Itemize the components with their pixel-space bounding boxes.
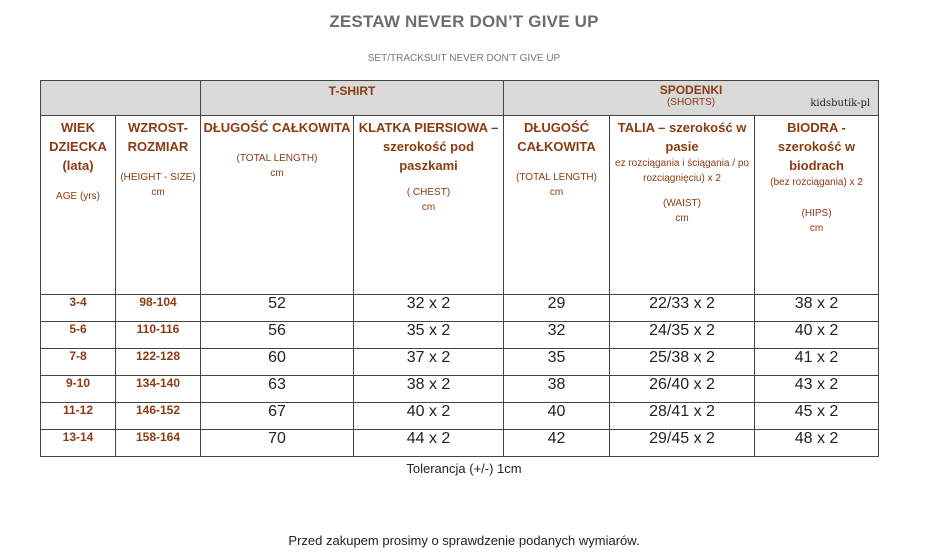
header-age-main: WIEK DZIECKA (lata) [49,120,107,173]
header-hips-cm: cm [809,223,824,234]
column-header-row: WIEK DZIECKA (lata) AGE (yrs) WZROST-ROZ… [40,115,880,295]
header-chest: KLATKA PIERSIOWA – szerokość pod paszkam… [352,115,505,295]
shorts-group-label: SPODENKI [659,83,723,97]
shorts-length-cell: 29 [503,294,611,322]
header-chest-main: KLATKA PIERSIOWA – szerokość pod paszkam… [358,120,499,173]
height-cell: 110-116 [115,321,201,349]
tshirt-group-label: T-SHIRT [328,84,376,98]
header-hips-detail: (bez rozciągania) x 2 [770,177,863,188]
height-cell: 98-104 [115,294,201,322]
header-age-en: AGE (yrs) [56,191,100,202]
waist-cell: 22/33 x 2 [609,294,756,322]
header-chest-cm: cm [421,202,436,213]
tshirt-length-cell: 67 [200,402,354,430]
header-shorts-length-cm: cm [549,187,564,198]
group-header-row: T-SHIRT SPODENKI (SHORTS) kidsbutik-pl [40,80,880,116]
group-header-shorts: SPODENKI (SHORTS) kidsbutik-pl [503,80,880,116]
chest-cell: 38 x 2 [352,375,505,403]
header-waist-en: (WAIST) [663,198,701,209]
header-shorts-length: DŁUGOŚĆ CAŁKOWITA (TOTAL LENGTH) cm [503,115,611,295]
header-shorts-length-en: (TOTAL LENGTH) [516,172,597,183]
table-row: 5-6 110-116 56 35 x 2 32 24/35 x 2 40 x 2 [40,321,880,349]
height-cell: 134-140 [115,375,201,403]
tshirt-length-cell: 56 [200,321,354,349]
group-header-tshirt: T-SHIRT [199,80,505,116]
header-waist: TALIA – szerokość w pasie ez rozciągania… [609,115,756,295]
header-height-en: (HEIGHT - SIZE) [120,172,196,183]
shorts-length-cell: 42 [503,429,611,457]
height-cell: 146-152 [115,402,201,430]
header-waist-cm: cm [675,213,689,224]
shorts-length-cell: 38 [503,375,611,403]
waist-cell: 29/45 x 2 [609,429,756,457]
age-cell: 7-8 [40,348,116,376]
table-row: 7-8 122-128 60 37 x 2 35 25/38 x 2 41 x 2 [40,348,880,376]
header-chest-en: ( CHEST) [406,187,451,198]
header-height-cm: cm [151,187,165,198]
header-height: WZROST-ROZMIAR (HEIGHT - SIZE) cm [115,115,201,295]
waist-cell: 28/41 x 2 [609,402,756,430]
header-hips-main: BIODRA - szerokość w biodrach [777,120,856,173]
chest-cell: 35 x 2 [352,321,505,349]
tolerance-note: Tolerancja (+/-) 1cm [406,461,522,476]
header-tshirt-length: DŁUGOŚĆ CAŁKOWITA (TOTAL LENGTH) cm [200,115,354,295]
size-table: T-SHIRT SPODENKI (SHORTS) kidsbutik-pl W… [40,80,880,457]
table-row: 9-10 134-140 63 38 x 2 38 26/40 x 2 43 x 2 [40,375,880,403]
tshirt-length-cell: 60 [200,348,354,376]
waist-cell: 25/38 x 2 [609,348,756,376]
waist-cell: 24/35 x 2 [609,321,756,349]
page-title: ZESTAW NEVER DON’T GIVE UP [329,12,599,31]
tshirt-length-cell: 70 [200,429,354,457]
table-row: 3-4 98-104 52 32 x 2 29 22/33 x 2 38 x 2 [40,294,880,322]
header-height-main: WZROST-ROZMIAR [127,120,189,154]
measurement-note: Przed zakupem prosimy o sprawdzenie poda… [288,533,640,548]
chest-cell: 44 x 2 [352,429,505,457]
header-tshirt-length-main: DŁUGOŚĆ CAŁKOWITA [203,120,351,135]
header-waist-main: TALIA – szerokość w pasie [617,120,747,154]
waist-cell: 26/40 x 2 [609,375,756,403]
shorts-length-cell: 40 [503,402,611,430]
age-cell: 11-12 [40,402,116,430]
group-header-empty [40,80,201,116]
table-row: 13-14 158-164 70 44 x 2 42 29/45 x 2 48 x 2 [40,429,880,457]
header-hips: BIODRA - szerokość w biodrach (bez rozci… [754,115,880,295]
hips-cell: 48 x 2 [754,429,880,457]
height-cell: 158-164 [115,429,201,457]
age-cell: 13-14 [40,429,116,457]
chest-cell: 40 x 2 [352,402,505,430]
shorts-length-cell: 35 [503,348,611,376]
table-row: 11-12 146-152 67 40 x 2 40 28/41 x 2 45 x 2 [40,402,880,430]
chest-cell: 37 x 2 [352,348,505,376]
chest-cell: 32 x 2 [352,294,505,322]
hips-cell: 43 x 2 [754,375,880,403]
header-waist-detail: ez rozciągania i ściągania / po rozciągn… [615,158,749,184]
hips-cell: 38 x 2 [754,294,880,322]
tshirt-length-cell: 63 [200,375,354,403]
height-cell: 122-128 [115,348,201,376]
brand-watermark: kidsbutik-pl [810,98,871,109]
header-shorts-length-main: DŁUGOŚĆ CAŁKOWITA [517,120,596,154]
size-rows: 3-4 98-104 52 32 x 2 29 22/33 x 2 38 x 2 5-6 110… [40,294,880,457]
page-subtitle: SET/TRACKSUIT NEVER DON’T GIVE UP [367,53,561,64]
header-tshirt-length-en: (TOTAL LENGTH) [236,153,318,164]
hips-cell: 40 x 2 [754,321,880,349]
age-cell: 9-10 [40,375,116,403]
header-hips-en: (HIPS) [801,208,832,219]
age-cell: 5-6 [40,321,116,349]
age-cell: 3-4 [40,294,116,322]
hips-cell: 41 x 2 [754,348,880,376]
header-tshirt-length-cm: cm [270,168,284,179]
shorts-group-sublabel: (SHORTS) [666,97,716,108]
header-age: WIEK DZIECKA (lata) AGE (yrs) [40,115,116,295]
tshirt-length-cell: 52 [200,294,354,322]
hips-cell: 45 x 2 [754,402,880,430]
shorts-length-cell: 32 [503,321,611,349]
